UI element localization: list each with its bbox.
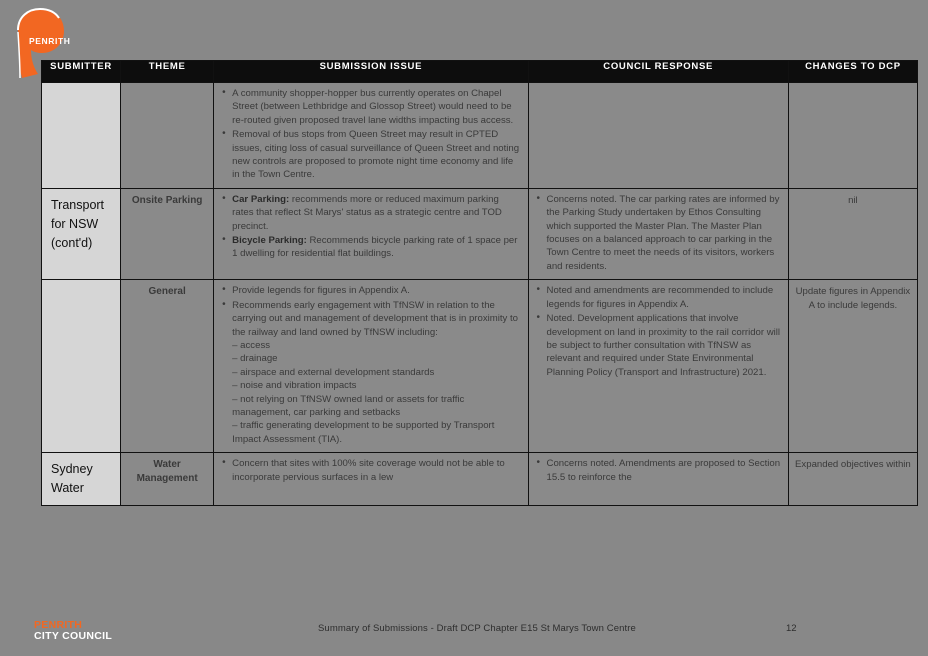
table-row: Sydney Water Water Management Concern th…: [40, 452, 919, 507]
list-item: Car Parking: recommends more or reduced …: [222, 192, 522, 233]
cell-council-response: Concerns noted. The car parking rates ar…: [527, 187, 789, 281]
column-header-submission-issue: SUBMISSION ISSUE: [213, 60, 529, 83]
page-footer: PENRITH CITY COUNCIL Summary of Submissi…: [0, 618, 928, 656]
response-bullet-list: Concerns noted. Amendments are proposed …: [534, 456, 783, 484]
issue-text: recommends more or reduced maximum parki…: [232, 193, 502, 232]
footer-logo-line2: CITY COUNCIL: [34, 629, 113, 642]
list-item: – drainage: [232, 353, 278, 365]
list-item: Concern that sites with 100% site covera…: [222, 456, 522, 484]
cell-submission-issue: Provide legends for figures in Appendix …: [213, 279, 529, 454]
cell-changes-to-dcp: nil: [787, 187, 919, 281]
footer-page-number: 12: [786, 623, 797, 634]
list-item: Concerns noted. The car parking rates ar…: [537, 192, 783, 273]
issue-text: Recommends early engagement with TfNSW i…: [232, 299, 519, 338]
issue-bullet-list: A community shopper-hopper bus currently…: [219, 86, 522, 182]
cell-submitter: Sydney Water: [40, 452, 122, 507]
cell-theme: [120, 82, 215, 189]
footer-logo-line1: PENRITH: [34, 619, 83, 631]
list-item: Concerns noted. Amendments are proposed …: [537, 456, 783, 484]
response-bullet-list: Concerns noted. The car parking rates ar…: [534, 192, 783, 273]
footer-title: Summary of Submissions - Draft DCP Chapt…: [318, 623, 636, 634]
issue-bullet-list: Provide legends for figures in Appendix …: [219, 283, 522, 446]
cell-submission-issue: Car Parking: recommends more or reduced …: [213, 187, 529, 281]
response-bullet-list: Noted and amendments are recommended to …: [534, 283, 783, 379]
list-item: – noise and vibration impacts: [232, 380, 357, 392]
cell-submitter: [40, 279, 122, 454]
penrith-logo-icon: [17, 8, 64, 79]
table-header-row: SUBMITTER THEME SUBMISSION ISSUE COUNCIL…: [40, 60, 919, 83]
cell-submitter: Transport for NSW (cont'd): [40, 187, 122, 281]
column-header-changes-to-dcp: CHANGES TO DCP: [787, 60, 919, 83]
cell-theme: Water Management: [120, 452, 215, 507]
list-item: Bicycle Parking: Recommends bicycle park…: [222, 233, 522, 261]
issue-bullet-list: Concern that sites with 100% site covera…: [219, 456, 522, 484]
list-item: – airspace and external development stan…: [232, 366, 435, 378]
list-item: Noted. Development applications that inv…: [537, 311, 783, 379]
cell-submission-issue: Concern that sites with 100% site covera…: [213, 452, 529, 507]
issue-sub-list: – access – drainage – airspace and exter…: [232, 339, 522, 446]
list-item: – not relying on TfNSW owned land or ass…: [232, 393, 465, 418]
cell-changes-to-dcp: Expanded objectives within: [787, 452, 919, 507]
list-item: Provide legends for figures in Appendix …: [222, 283, 522, 297]
cell-council-response: [527, 82, 789, 189]
table-body: A community shopper-hopper bus currently…: [40, 82, 919, 507]
cell-submission-issue: A community shopper-hopper bus currently…: [213, 82, 529, 189]
cell-submitter: [40, 82, 122, 189]
table-header: SUBMITTER THEME SUBMISSION ISSUE COUNCIL…: [40, 60, 919, 83]
column-header-theme: THEME: [120, 60, 215, 83]
list-item: Recommends early engagement with TfNSW i…: [222, 298, 522, 446]
cell-changes-to-dcp: Update figures in Appendix A to include …: [787, 279, 919, 454]
table-row: Transport for NSW (cont'd) Onsite Parkin…: [40, 187, 919, 281]
issue-bullet-list: Car Parking: recommends more or reduced …: [219, 192, 522, 261]
cell-council-response: Noted and amendments are recommended to …: [527, 279, 789, 454]
table-row: General Provide legends for figures in A…: [40, 279, 919, 454]
cell-council-response: Concerns noted. Amendments are proposed …: [527, 452, 789, 507]
footer-logo: PENRITH CITY COUNCIL: [34, 620, 112, 641]
list-item: Removal of bus stops from Queen Street m…: [222, 127, 522, 182]
list-item: – access: [232, 339, 271, 351]
table-row: A community shopper-hopper bus currently…: [40, 82, 919, 189]
list-item: Noted and amendments are recommended to …: [537, 283, 783, 311]
column-header-council-response: COUNCIL RESPONSE: [527, 60, 789, 83]
issue-lead-label: Car Parking:: [232, 193, 290, 205]
cell-theme: General: [120, 279, 215, 454]
issue-text: Recommends bicycle parking rate of 1 spa…: [232, 235, 518, 260]
issue-lead-label: Bicycle Parking:: [232, 235, 307, 247]
list-item: A community shopper-hopper bus currently…: [222, 86, 522, 127]
cell-changes-to-dcp: [787, 82, 919, 189]
cell-theme: Onsite Parking: [120, 187, 215, 281]
list-item: – traffic generating development to be s…: [232, 420, 495, 445]
submissions-table: SUBMITTER THEME SUBMISSION ISSUE COUNCIL…: [40, 60, 919, 507]
column-header-submitter: SUBMITTER: [40, 60, 122, 83]
